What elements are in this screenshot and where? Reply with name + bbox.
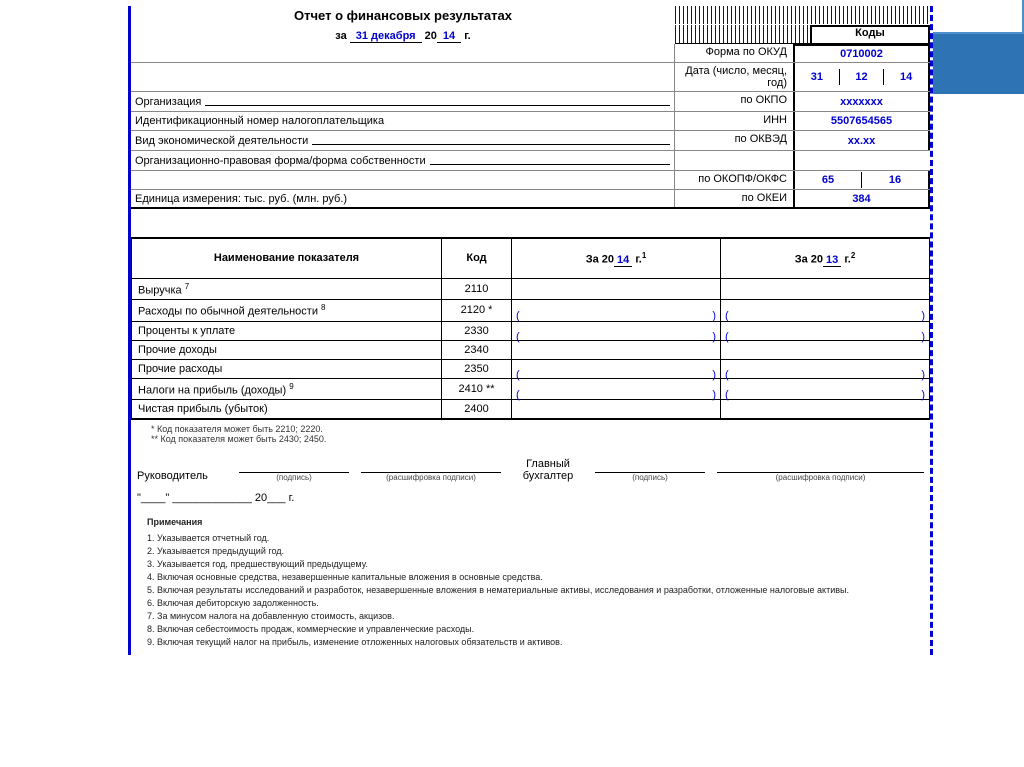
col-name: Наименование показателя xyxy=(132,238,442,278)
table-row: Налоги на прибыль (доходы) 92410 **()() xyxy=(132,378,930,400)
financial-report-form: Отчет о финансовых результатах за 31 дек… xyxy=(128,6,933,655)
notes-block: Примечания 1. Указывается отчетный год.2… xyxy=(131,506,930,652)
codes-box: Коды xyxy=(675,25,930,44)
table-row: Чистая прибыль (убыток)2400 xyxy=(132,400,930,420)
table-row: Прочие расходы2350()() xyxy=(132,359,930,378)
sign-date: "____" _____________ 20___ г. xyxy=(137,492,924,504)
hatch-decor xyxy=(675,6,930,24)
table-row: Расходы по обычной деятельности 82120 *(… xyxy=(132,300,930,322)
table-row: Выручка 72110 xyxy=(132,278,930,300)
indicators-table: Наименование показателя Код За 2014 г.1 … xyxy=(131,237,930,420)
code-footnotes: * Код показателя может быть 2210; 2220.*… xyxy=(131,420,930,448)
form-title: Отчет о финансовых результатах xyxy=(131,6,675,25)
table-row: Проценты к уплате2330()() xyxy=(132,321,930,340)
col-year1: За 2014 г.1 xyxy=(512,238,721,278)
table-row: Прочие доходы2340 xyxy=(132,340,930,359)
col-year2: За 2013 г.2 xyxy=(721,238,930,278)
signature-block: Руководитель (подпись) (расшифровка подп… xyxy=(131,448,930,506)
report-date: за 31 декабря 2014 г. xyxy=(131,30,675,44)
header-grid: Форма по ОКУД0710002Дата (число, месяц, … xyxy=(131,44,930,209)
col-code: Код xyxy=(442,238,512,278)
